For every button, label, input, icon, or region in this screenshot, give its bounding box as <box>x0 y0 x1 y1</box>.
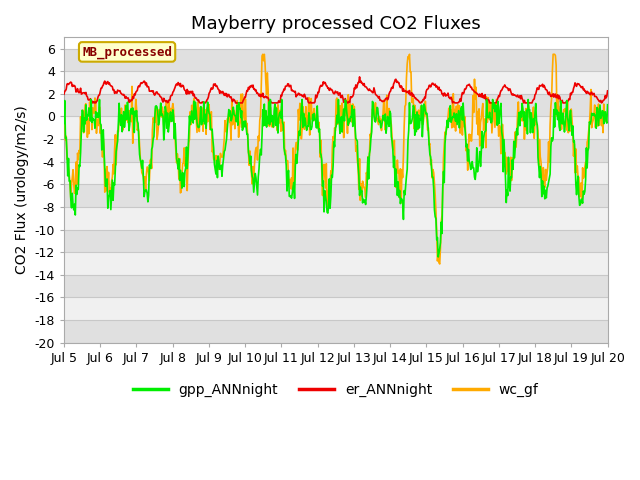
Bar <box>64 162 607 184</box>
Legend: gpp_ANNnight, er_ANNnight, wc_gf: gpp_ANNnight, er_ANNnight, wc_gf <box>127 378 544 403</box>
Y-axis label: CO2 Flux (urology/m2/s): CO2 Flux (urology/m2/s) <box>15 106 29 275</box>
Bar <box>64 229 607 252</box>
Bar <box>64 252 607 275</box>
Bar <box>64 298 607 320</box>
Bar <box>64 48 607 71</box>
Bar <box>64 320 607 343</box>
Bar <box>64 94 607 117</box>
Bar <box>64 207 607 229</box>
Bar <box>64 184 607 207</box>
Bar <box>64 275 607 298</box>
Bar <box>64 139 607 162</box>
Text: MB_processed: MB_processed <box>82 45 172 59</box>
Title: Mayberry processed CO2 Fluxes: Mayberry processed CO2 Fluxes <box>191 15 481 33</box>
Bar <box>64 71 607 94</box>
Bar <box>64 117 607 139</box>
